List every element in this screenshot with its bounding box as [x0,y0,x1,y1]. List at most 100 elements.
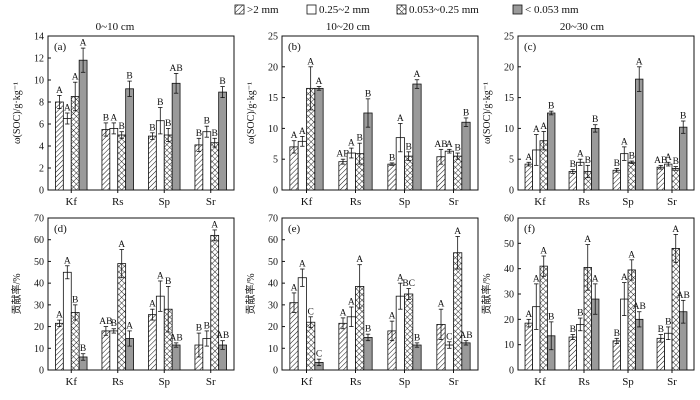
y-tick-label: 10 [268,124,278,135]
bar-025-2mm-Rs [576,161,585,191]
bar-lt0053mm-Sr [461,121,471,191]
plot-frame [281,217,479,371]
bar-gt2mm-Kf [55,322,64,371]
x-tick-label: Kf [65,376,77,388]
y-tick-label: 20 [504,62,514,73]
significance-letter: A [525,310,532,320]
x-tick-label: Rs [350,196,362,208]
bar-gt2mm-Sp [612,169,621,191]
significance-letter: C [446,332,452,342]
bar-gt2mm-Kf [524,163,533,191]
x-tick-label: Sr [206,196,216,208]
x-tick-label: Kf [534,196,546,208]
bar-gt2mm-Rs [101,129,111,191]
significance-letter: AB [99,317,112,327]
bar-lt0053mm-Rs [125,88,134,191]
bar-lt0053mm-Sr [461,342,471,371]
bar-0053-025mm-Sp [627,269,636,371]
bar-gt2mm-Rs [568,171,577,191]
significance-letter: AB [170,64,183,74]
significance-letter: A [533,274,540,284]
significance-letter: A [307,57,314,67]
significance-letter: A [64,104,71,114]
x-tick-label: Sr [667,376,677,388]
significance-letter: B [592,115,598,125]
y-tick-label: 0 [39,366,44,377]
significance-letter: A [397,114,404,124]
significance-letter: B [405,142,411,152]
significance-letter: A [356,255,363,265]
x-tick-label: Kf [534,376,546,388]
significance-letter: A [299,260,306,270]
bar-025-2mm-Sr [444,150,454,191]
bar-025-2mm-Kf [297,140,307,191]
bar-lt0053mm-Rs [591,127,600,191]
y-tick-label: 60 [34,235,44,246]
significance-letter: B [614,329,620,339]
bar-0053-025mm-Kf [306,321,316,371]
column-title-10-20cm: 10~20 cm [326,21,371,33]
bar-gt2mm-Sp [612,340,621,371]
bar-gt2mm-Rs [338,161,348,191]
significance-letter: A [299,127,306,137]
bar-0053-025mm-Kf [539,265,548,371]
significance-letter: A [584,235,591,245]
x-tick-label: Sp [399,376,411,388]
y-tick-label: 70 [268,214,278,225]
x-tick-label: Sp [622,196,634,208]
significance-letter: A [348,139,355,149]
significance-letter: A [533,125,540,135]
significance-letter: B [548,312,554,322]
x-tick-label: Sr [206,376,216,388]
significance-letter: B [157,98,163,108]
significance-letter: C [307,307,313,317]
y-tick-label: 12 [34,54,44,65]
significance-letter: A [211,220,218,230]
y-tick-label: 30 [504,290,514,301]
legend-swatch-hatch [234,4,245,15]
significance-letter: BC [402,279,415,289]
panel-label: (e) [288,223,301,235]
y-tick-label: 0 [273,186,278,197]
significance-letter: B [463,108,469,118]
bar-gt2mm-Sp [387,163,397,191]
bar-025-2mm-Kf [62,118,72,191]
legend-label: >2 mm [247,4,279,16]
significance-letter: B [389,153,395,163]
bar-025-2mm-Rs [109,330,119,371]
significance-letter: A [397,274,404,284]
significance-letter: A [149,300,156,310]
significance-letter: C [316,350,322,360]
bar-gt2mm-Rs [568,336,577,371]
significance-letter: B [119,122,125,132]
x-tick-label: Rs [578,376,590,388]
significance-letter: B [80,344,86,354]
panel-e: 010203040506070贡献率/%(e)KfAACCRsAAABSpAAB… [244,214,479,388]
bar-025-2mm-Sr [664,163,673,191]
significance-letter: B [454,144,460,154]
significance-letter: AB [170,333,183,343]
bar-lt0053mm-Sr [679,126,688,191]
y-tick-label: 15 [504,93,514,104]
x-tick-label: Kf [301,376,313,388]
y-tick-label: 5 [273,155,278,166]
significance-letter: B [219,77,225,87]
significance-letter: B [570,160,576,170]
x-tick-label: Sp [399,196,411,208]
bar-025-2mm-Kf [297,277,307,371]
bar-gt2mm-Sr [656,166,665,191]
y-tick-label: 5 [509,155,514,166]
significance-letter: B [680,112,686,122]
x-tick-label: Sp [158,376,170,388]
bar-025-2mm-Rs [576,323,585,371]
significance-letter: B [414,333,420,343]
significance-letter: A [110,113,117,123]
y-tick-label: 20 [268,322,278,333]
significance-letter: B [165,119,171,129]
plot-frame [281,35,479,191]
y-tick-label: 14 [34,32,44,43]
legend-label: < 0.053 mm [525,4,579,16]
significance-letter: B [665,317,671,327]
significance-letter: AB [633,302,646,312]
